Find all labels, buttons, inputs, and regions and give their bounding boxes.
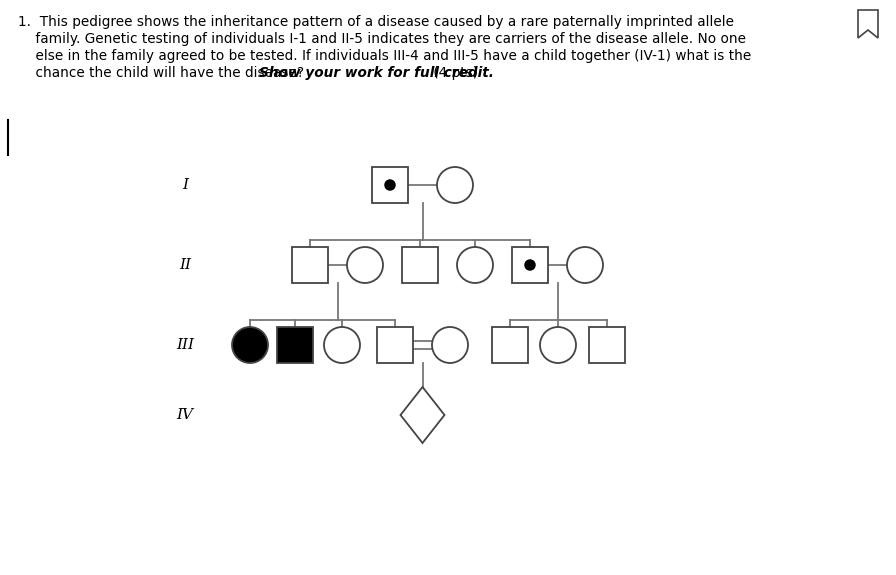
Text: family. Genetic testing of individuals I-1 and II-5 indicates they are carriers : family. Genetic testing of individuals I… [18, 32, 746, 46]
Text: IV: IV [177, 408, 194, 422]
Circle shape [324, 327, 360, 363]
Circle shape [432, 327, 468, 363]
Text: 1.  This pedigree shows the inheritance pattern of a disease caused by a rare pa: 1. This pedigree shows the inheritance p… [18, 15, 734, 29]
Circle shape [347, 247, 383, 283]
Bar [292, 247, 328, 283]
Bar [589, 327, 625, 363]
Text: else in the family agreed to be tested. If individuals III-4 and III-5 have a ch: else in the family agreed to be tested. … [18, 49, 751, 63]
Bar [372, 167, 408, 203]
Text: III: III [176, 338, 194, 352]
Circle shape [540, 327, 576, 363]
Circle shape [567, 247, 603, 283]
Text: chance the child will have the disease?: chance the child will have the disease? [18, 66, 308, 80]
Bar [492, 327, 528, 363]
Circle shape [525, 260, 535, 270]
Text: II: II [179, 258, 191, 272]
Circle shape [385, 180, 395, 190]
Text: Show your work for full credit.: Show your work for full credit. [259, 66, 494, 80]
Bar [512, 247, 548, 283]
Circle shape [232, 327, 268, 363]
Circle shape [457, 247, 493, 283]
Polygon shape [858, 10, 878, 38]
Bar [377, 327, 413, 363]
Text: (4 pts): (4 pts) [429, 66, 478, 80]
Bar [277, 327, 313, 363]
Bar [402, 247, 438, 283]
Polygon shape [401, 387, 444, 443]
Text: ⊓: ⊓ [858, 10, 874, 29]
Text: I: I [182, 178, 188, 192]
Circle shape [437, 167, 473, 203]
